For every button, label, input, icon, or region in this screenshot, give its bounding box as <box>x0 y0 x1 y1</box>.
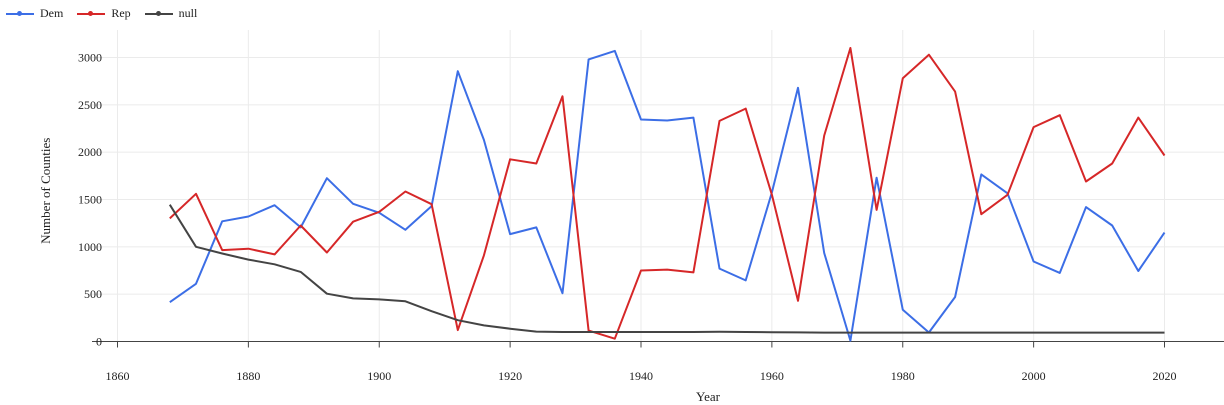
x-tick-label: 2000 <box>1022 369 1046 383</box>
x-tick-label: 1860 <box>106 369 130 383</box>
y-tick-label: 500 <box>84 287 102 301</box>
legend-swatch-null <box>144 9 173 19</box>
x-axis-ticks: 1860 1880 1900 1920 1940 1960 1980 2000 2020 <box>106 341 1177 383</box>
y-tick-label: 2000 <box>78 145 102 159</box>
series-lines <box>168 47 1166 342</box>
legend-label-null: null <box>178 6 198 20</box>
x-tick-label: 1880 <box>236 369 260 383</box>
y-axis-label: Number of Counties <box>38 138 53 244</box>
chart-legend: Dem Rep null <box>6 6 197 21</box>
y-tick-label: 0 <box>96 335 102 349</box>
legend-label-dem: Dem <box>40 6 64 20</box>
y-tick-label: 1000 <box>78 240 102 254</box>
x-tick-label: 1980 <box>891 369 915 383</box>
x-tick-label: 1960 <box>760 369 784 383</box>
x-tick-label: 1900 <box>367 369 391 383</box>
grid-lines <box>92 30 1224 342</box>
y-tick-label: 3000 <box>78 51 102 65</box>
legend-item-null[interactable]: null <box>144 6 198 21</box>
legend-label-rep: Rep <box>111 6 131 20</box>
y-axis-ticks: 0 500 1000 1500 2000 2500 3000 <box>78 51 102 349</box>
legend-swatch-dem <box>6 9 34 19</box>
x-tick-label: 1940 <box>629 369 653 383</box>
x-axis-label: Year <box>696 389 721 404</box>
legend-item-dem[interactable]: Dem <box>6 6 63 21</box>
legend-item-rep[interactable]: Rep <box>77 6 131 21</box>
y-tick-label: 2500 <box>78 98 102 112</box>
series-line-dem[interactable] <box>169 49 1166 342</box>
x-tick-label: 2020 <box>1153 369 1177 383</box>
series-line-null[interactable] <box>168 204 1165 334</box>
legend-swatch-rep <box>77 9 106 19</box>
x-tick-label: 1920 <box>498 369 522 383</box>
y-tick-label: 1500 <box>78 193 102 207</box>
series-line-rep[interactable] <box>169 47 1166 340</box>
